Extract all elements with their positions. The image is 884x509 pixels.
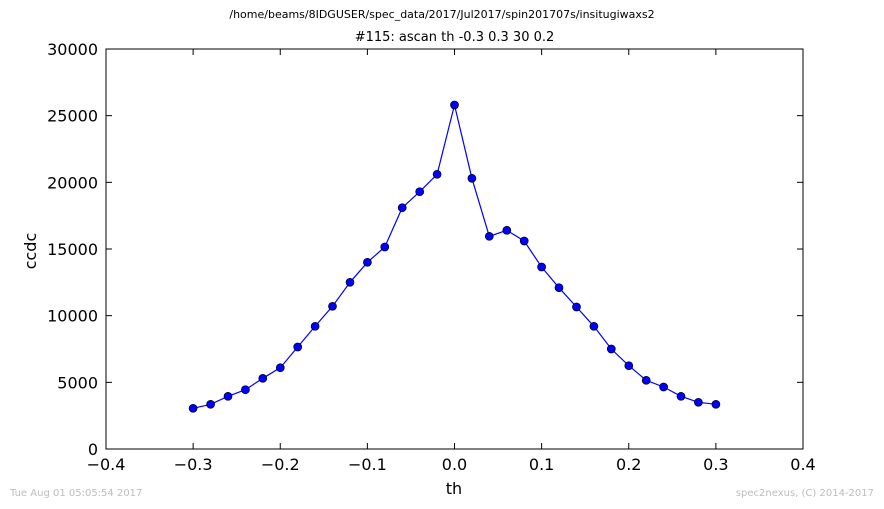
credit-footer: spec2nexus, (C) 2014-2017	[735, 488, 874, 499]
x-tick-label: −0.3	[174, 455, 213, 474]
x-tick-label: −0.4	[87, 455, 126, 474]
data-point	[293, 342, 303, 352]
data-point	[275, 363, 285, 373]
data-point	[502, 225, 512, 235]
x-tick-label: 0.0	[442, 455, 467, 474]
data-point	[467, 173, 477, 183]
file-path-title: /home/beams/8IDGUSER/spec_data/2017/Jul2…	[229, 8, 655, 21]
data-point	[345, 277, 355, 287]
y-tick-label: 10000	[47, 307, 98, 326]
data-point	[694, 397, 703, 407]
data-point	[188, 403, 198, 413]
y-tick-label: 0	[88, 440, 98, 459]
chart-title: #115: ascan th -0.3 0.3 30 0.2	[354, 30, 555, 45]
y-tick-label: 25000	[47, 107, 98, 126]
data-point	[606, 344, 616, 354]
data-point	[641, 375, 651, 385]
data-point	[415, 187, 425, 197]
x-axis-label: th	[446, 479, 462, 498]
data-point	[624, 361, 634, 371]
data-point	[676, 391, 686, 401]
data-point	[519, 236, 529, 246]
series-line	[192, 104, 716, 409]
y-tick-label: 30000	[47, 40, 98, 59]
x-tick-label: −0.1	[348, 455, 387, 474]
x-tick-labels: −0.4 −0.3 −0.2 −0.1 0.0 0.1 0.2 0.3 0.4	[87, 455, 816, 474]
series-markers	[188, 100, 721, 413]
timestamp-footer: Tue Aug 01 05:05:54 2017	[10, 488, 143, 499]
data-point	[328, 301, 337, 311]
data-point	[659, 382, 668, 392]
x-tick-label: 0.4	[790, 455, 815, 474]
data-point	[572, 302, 581, 312]
x-tick-label: −0.2	[261, 455, 300, 474]
data-point	[363, 257, 372, 267]
data-point	[484, 231, 494, 241]
data-point	[432, 169, 442, 179]
y-tick-label: 5000	[57, 373, 98, 392]
x-tick-label: 0.3	[703, 455, 728, 474]
axis-ticks	[105, 48, 804, 450]
data-point	[589, 321, 599, 331]
data-point	[258, 373, 268, 383]
data-point	[554, 283, 564, 293]
data-point	[537, 262, 546, 272]
data-point	[310, 321, 320, 331]
data-point	[450, 100, 459, 110]
data-point	[397, 203, 407, 213]
data-point	[206, 399, 215, 409]
y-tick-label: 15000	[47, 240, 98, 259]
data-point	[241, 385, 250, 395]
data-point	[380, 242, 390, 252]
data-point	[711, 399, 721, 409]
data-point	[223, 391, 233, 401]
x-tick-label: 0.2	[616, 455, 641, 474]
y-tick-label: 20000	[47, 173, 98, 192]
y-tick-labels: 0 5000 10000 15000 20000 25000 30000	[47, 40, 98, 459]
y-axis-label: ccdc	[21, 233, 40, 270]
x-tick-label: 0.1	[529, 455, 554, 474]
